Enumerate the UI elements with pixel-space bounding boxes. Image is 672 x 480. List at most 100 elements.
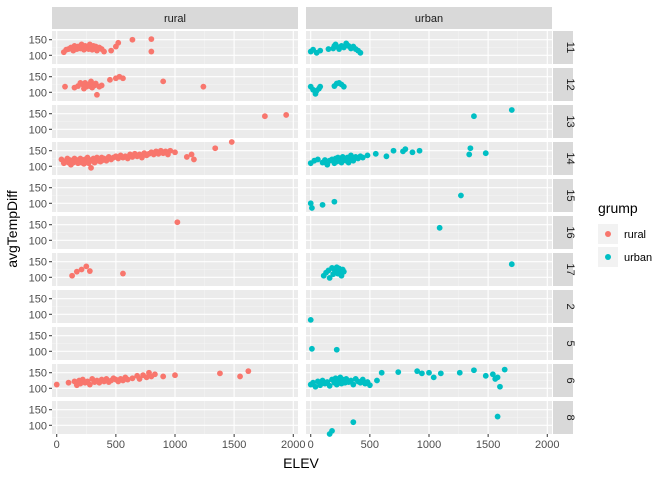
legend: grump rural urban [598, 200, 652, 267]
data-point [136, 376, 143, 382]
x-axis-title: ELEV [283, 455, 319, 471]
data-point [160, 78, 167, 85]
column-strip [52, 7, 298, 29]
data-point [174, 219, 181, 226]
y-tick-label: 100 [29, 87, 47, 99]
row-strip-label: 13 [564, 115, 576, 127]
data-point [124, 376, 131, 383]
row-strip-label: 17 [564, 263, 576, 275]
row-strip [553, 105, 573, 138]
facet-panel [52, 105, 298, 138]
row-strip [553, 31, 573, 64]
legend-marker [605, 254, 611, 260]
data-point [501, 366, 508, 373]
row-strip [553, 216, 573, 249]
row-strip-label: 8 [564, 414, 576, 420]
y-axis-title: avgTempDiff [4, 190, 20, 268]
data-point [357, 49, 364, 56]
y-tick-label: 150 [29, 257, 47, 269]
data-point [325, 46, 332, 52]
data-point [317, 83, 324, 90]
data-point [245, 368, 252, 375]
data-point [409, 149, 416, 156]
row-strip-label: 6 [564, 377, 576, 383]
x-tick-label: 2000 [281, 439, 305, 451]
facet-panel [306, 327, 552, 360]
data-point [366, 382, 373, 389]
data-point [466, 151, 473, 158]
data-point [414, 368, 421, 375]
data-point [317, 382, 324, 389]
y-tick-label: 150 [29, 109, 47, 121]
facet-strips: rural urban 11 12 13 14 15 16 17 2 5 6 8 [52, 7, 576, 434]
data-point [329, 427, 335, 434]
data-point [467, 145, 474, 152]
data-point [86, 268, 93, 274]
data-point [416, 147, 423, 154]
data-point [261, 113, 268, 120]
data-point [326, 382, 333, 389]
data-point [172, 149, 178, 156]
data-point [237, 373, 243, 380]
data-point [309, 205, 315, 211]
column-strip-label: urban [415, 13, 443, 25]
data-point [471, 113, 477, 120]
data-point [395, 369, 402, 375]
data-point [471, 367, 477, 374]
x-tick-label: 0 [308, 439, 314, 451]
data-point [364, 152, 371, 159]
y-tick-label: 150 [29, 294, 47, 306]
x-tick-label: 1500 [222, 439, 246, 451]
y-tick-label: 100 [29, 50, 47, 62]
row-strip-label: 5 [564, 340, 576, 346]
data-point [160, 373, 167, 380]
row-strip-label: 11 [564, 42, 576, 53]
data-point [148, 48, 155, 55]
facet-panel [306, 68, 552, 101]
facet-panel [306, 253, 552, 286]
data-point [508, 107, 515, 113]
data-point [494, 374, 501, 381]
data-point [73, 268, 80, 275]
data-point [437, 370, 444, 377]
facet-panel [52, 253, 298, 286]
legend-label: urban [624, 252, 652, 264]
data-point [374, 377, 380, 384]
data-point [309, 345, 315, 352]
y-tick-label: 100 [29, 309, 47, 321]
data-point [143, 374, 150, 381]
facet-panel [52, 290, 298, 323]
data-point [307, 316, 314, 323]
facet-panel [52, 401, 298, 434]
data-point [322, 157, 328, 163]
row-strip-label: 2 [564, 303, 576, 309]
data-point [383, 153, 390, 160]
facet-panel [306, 105, 552, 138]
data-point [148, 36, 155, 42]
y-tick-label: 100 [29, 420, 47, 432]
data-point [212, 145, 219, 152]
data-point [120, 270, 126, 277]
row-strip-label: 14 [564, 152, 576, 164]
column-strip [306, 7, 552, 29]
data-point [101, 48, 107, 55]
data-point [228, 139, 235, 145]
data-point [333, 346, 340, 353]
data-point [489, 371, 496, 378]
data-point [497, 383, 503, 390]
x-tick-label: 1000 [417, 439, 441, 451]
data-point [340, 268, 347, 275]
data-point [53, 381, 60, 388]
row-strip-label: 15 [564, 189, 576, 201]
row-strip [553, 401, 573, 434]
legend-marker [605, 231, 611, 237]
y-tick-label: 150 [29, 405, 47, 417]
legend-title: grump [598, 200, 638, 216]
y-tick-label: 150 [29, 368, 47, 380]
y-tick-label: 150 [29, 183, 47, 195]
data-point [183, 154, 190, 160]
data-point [307, 200, 314, 207]
x-tick-label: 1500 [476, 439, 500, 451]
y-tick-label: 100 [29, 198, 47, 210]
